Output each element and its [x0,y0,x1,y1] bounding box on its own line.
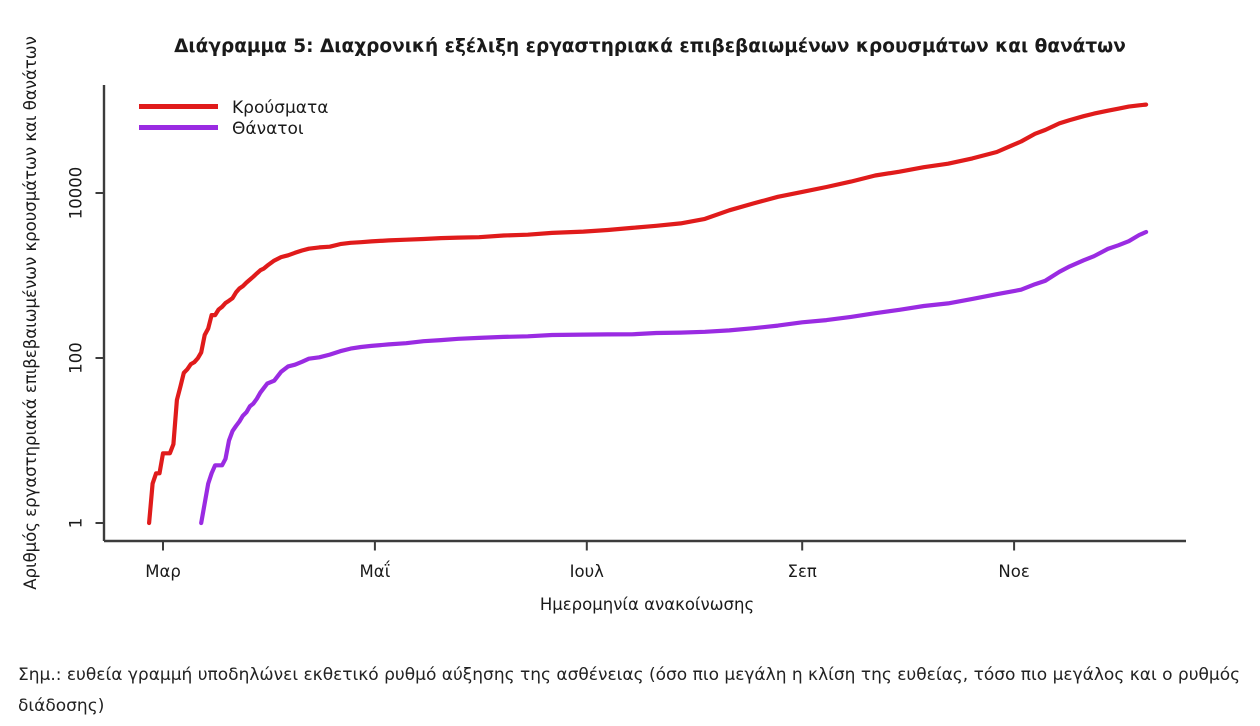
series-group [147,102,1149,526]
legend-deaths-label: Θάνατοι [232,119,304,139]
x-tick-label: Μαΐ [360,561,391,581]
x-tick-label: Νοε [998,562,1029,581]
axes: Μαρ Μαΐ Ιουλ Σεπ Νοε 1 100 10000 [67,85,1186,581]
y-axis-title: Αριθμός εργαστηριακά επιβεβαιωμένων κρου… [21,36,40,590]
x-axis-ticks: Μαρ Μαΐ Ιουλ Σεπ Νοε [145,541,1030,581]
legend: Κρούσματα Θάνατοι [139,98,328,139]
legend-cases-label: Κρούσματα [232,98,328,118]
footnote: Σημ.: ευθεία γραμμή υποδηλώνει εκθετικό … [18,665,1241,716]
deaths-line [199,229,1149,526]
x-tick-label: Ιουλ [570,562,605,581]
y-tick-label: 10000 [67,167,86,220]
cases-line [147,102,1149,526]
line-chart: Διάγραμμα 5: Διαχρονική εξέλιξη εργαστηρ… [21,36,1186,614]
y-axis-ticks: 1 100 10000 [67,167,104,529]
x-axis-title: Ημερομηνία ανακοίνωσης [540,595,754,614]
y-tick-label: 100 [67,342,86,374]
y-tick-label: 1 [67,518,86,529]
chart-title: Διάγραμμα 5: Διαχρονική εξέλιξη εργαστηρ… [174,36,1126,57]
x-tick-label: Σεπ [788,562,817,581]
x-tick-label: Μαρ [145,562,181,581]
